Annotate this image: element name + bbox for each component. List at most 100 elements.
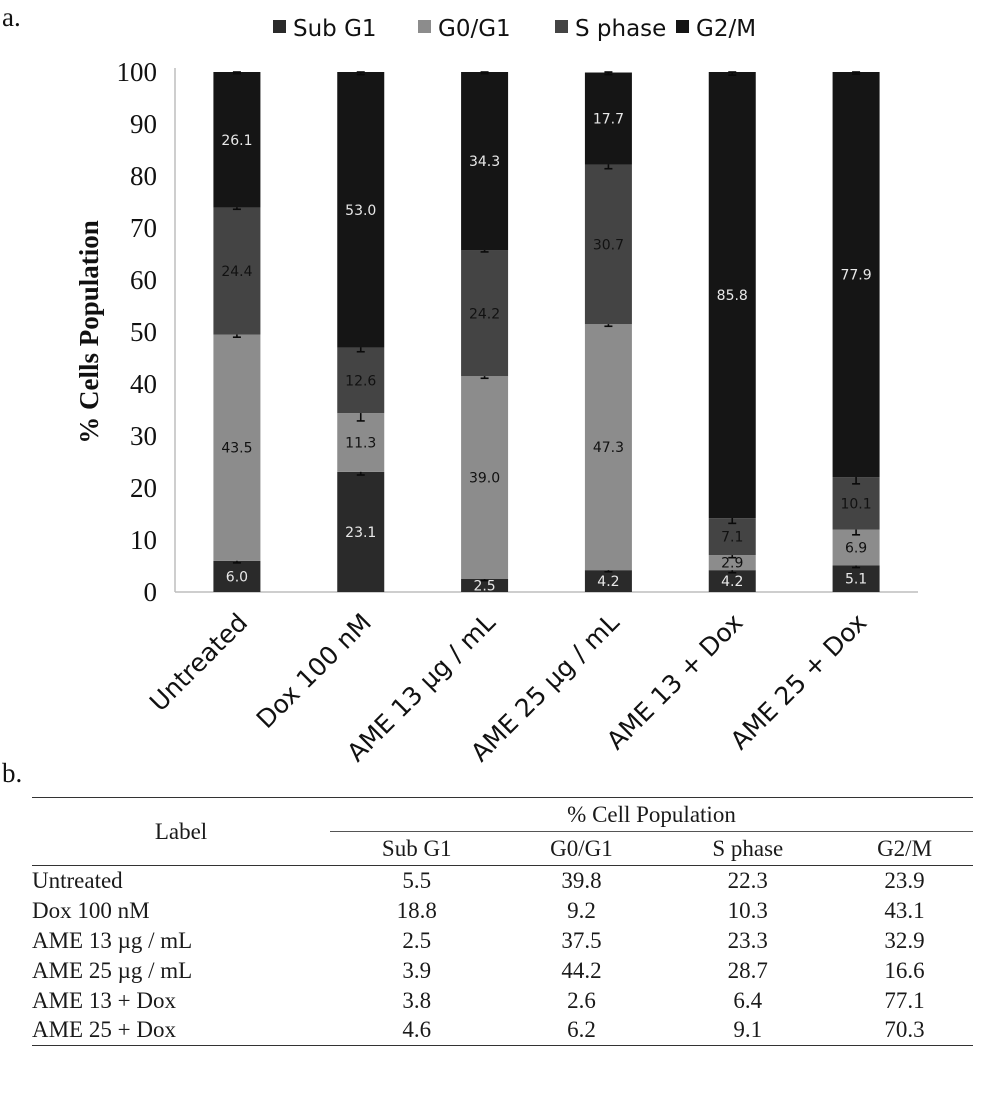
- bar-segment: [337, 471, 385, 592]
- bar-segment: [213, 560, 261, 592]
- table-row: Untreated 5.5 39.8 22.3 23.9: [32, 865, 973, 896]
- x-tick-label: Dox 100 nM: [251, 608, 377, 734]
- legend-entry: G0/G1: [438, 16, 511, 42]
- y-tick-label: 100: [117, 57, 158, 87]
- x-tick-label: AME 25 + Dox: [725, 608, 873, 756]
- data-label: 39.0: [469, 471, 500, 487]
- data-label: 5.1: [845, 572, 867, 588]
- bar-segment: [213, 334, 261, 561]
- bar-segment: [584, 164, 632, 325]
- bar-segment: [708, 555, 756, 571]
- table-cell: 77.1: [884, 987, 925, 1013]
- bar-segment: [337, 72, 385, 348]
- table-cell: 23.9: [884, 867, 925, 893]
- data-label: 4.2: [721, 574, 743, 590]
- table-cell: 18.8: [396, 897, 437, 923]
- data-label: 6.0: [226, 569, 248, 585]
- bar-segment: [337, 413, 385, 472]
- stacked-bar-chart: 0 10 20 30 40 50 60 70 80 90 100 % Cells Population…: [74, 16, 918, 767]
- data-label: 17.7: [593, 112, 624, 128]
- cell-population-table-wrap: Label % Cell Population Sub G1 G0/G1 S pha…: [32, 797, 973, 1046]
- bar-segment: [584, 570, 632, 592]
- bar-segment: [461, 579, 509, 592]
- y-tick-label: 10: [130, 525, 157, 555]
- legend-entry: S phase: [575, 16, 666, 42]
- row-label: Untreated: [32, 867, 123, 893]
- table-cell: 10.3: [727, 897, 768, 923]
- row-label: Dox 100 nM: [32, 897, 150, 923]
- table-row: AME 13 µg / mL 2.5 37.5 23.3 32.9: [32, 926, 973, 956]
- data-label: 24.2: [469, 306, 500, 322]
- data-label: 26.1: [221, 133, 252, 149]
- row-label: AME 13 µg / mL: [32, 927, 193, 953]
- y-tick-label: 80: [130, 161, 157, 191]
- bar-segment: [708, 570, 756, 592]
- bar-segment: [708, 518, 756, 556]
- table-cell: 9.2: [567, 897, 596, 923]
- data-label: 7.1: [721, 530, 743, 546]
- bar-segment: [461, 250, 509, 377]
- data-label: 43.5: [221, 441, 252, 457]
- table-cell: 22.3: [727, 867, 768, 893]
- bar-segment: [708, 72, 756, 519]
- data-label: 23.1: [345, 525, 376, 541]
- data-label: 47.3: [593, 440, 624, 456]
- y-axis-title: % Cells Population: [74, 220, 104, 444]
- y-tick-label: 20: [130, 473, 157, 503]
- table-cell: 32.9: [884, 927, 925, 953]
- row-label: AME 25 µg / mL: [32, 957, 193, 983]
- table-cell: 2.6: [567, 987, 596, 1013]
- table-row: Dox 100 nM 18.8 9.2 10.3 43.1: [32, 896, 973, 926]
- data-label: 2.9: [721, 556, 743, 572]
- table-row: AME 25 + Dox 4.6 6.2 9.1 70.3: [32, 1016, 973, 1046]
- table-cell: 39.8: [561, 867, 602, 893]
- data-label: 10.1: [840, 496, 871, 512]
- bar-segment: [832, 565, 880, 592]
- y-tick-label: 40: [130, 369, 157, 399]
- table-cell: 70.3: [884, 1017, 925, 1043]
- table-body: Untreated 5.5 39.8 22.3 23.9 Dox 100 nM 18.8 9.…: [32, 865, 973, 1046]
- y-tick-label: 70: [130, 213, 157, 243]
- y-tick-label: 60: [130, 265, 157, 295]
- data-label: 4.2: [597, 574, 619, 590]
- data-label: 34.3: [469, 154, 500, 170]
- table-cell: 28.7: [727, 957, 768, 983]
- column-header: G2/M: [877, 835, 933, 861]
- bar-segment: [337, 347, 385, 414]
- legend-swatch: [676, 20, 689, 33]
- bar-segment: [213, 207, 261, 335]
- bar-segment: [461, 376, 509, 579]
- data-label: 6.9: [845, 541, 867, 557]
- data-label: 2.5: [473, 579, 495, 595]
- x-tick-label: Untreated: [144, 608, 253, 717]
- column-header: G0/G1: [550, 835, 613, 861]
- bar-segment: [832, 72, 880, 478]
- table-cell: 23.3: [727, 927, 768, 953]
- legend-entry: G2/M: [696, 16, 756, 42]
- table-cell: 6.2: [567, 1017, 596, 1043]
- table-row: AME 25 µg / mL 3.9 44.2 28.7 16.6: [32, 956, 973, 986]
- bar-segment: [584, 324, 632, 571]
- legend-swatch: [418, 20, 431, 33]
- y-tick-label: 0: [144, 577, 158, 607]
- bar-segment: [461, 72, 509, 251]
- group-header: % Cell Population: [330, 797, 973, 832]
- data-label: 30.7: [593, 237, 624, 253]
- legend-entry: Sub G1: [293, 16, 377, 42]
- panel-b-label: b.: [2, 758, 23, 788]
- column-header-row: Sub G1 G0/G1 S phase G2/M: [32, 832, 973, 866]
- table-cell: 2.5: [402, 927, 432, 953]
- column-header: S phase: [712, 835, 784, 861]
- legend-swatch: [555, 20, 568, 33]
- table-cell: 5.5: [402, 867, 432, 893]
- column-header: Sub G1: [381, 835, 452, 861]
- data-label: 24.4: [221, 264, 252, 280]
- cell-population-table: Label % Cell Population Sub G1 G0/G1 S pha…: [32, 797, 973, 1046]
- table-cell: 3.9: [402, 957, 432, 983]
- bar-segment: [832, 477, 880, 530]
- bar-segment: [213, 72, 261, 208]
- panel-a-label: a.: [2, 2, 21, 32]
- y-tick-label: 90: [130, 109, 157, 139]
- table-cell: 9.1: [733, 1017, 763, 1043]
- table-cell: 16.6: [884, 957, 925, 983]
